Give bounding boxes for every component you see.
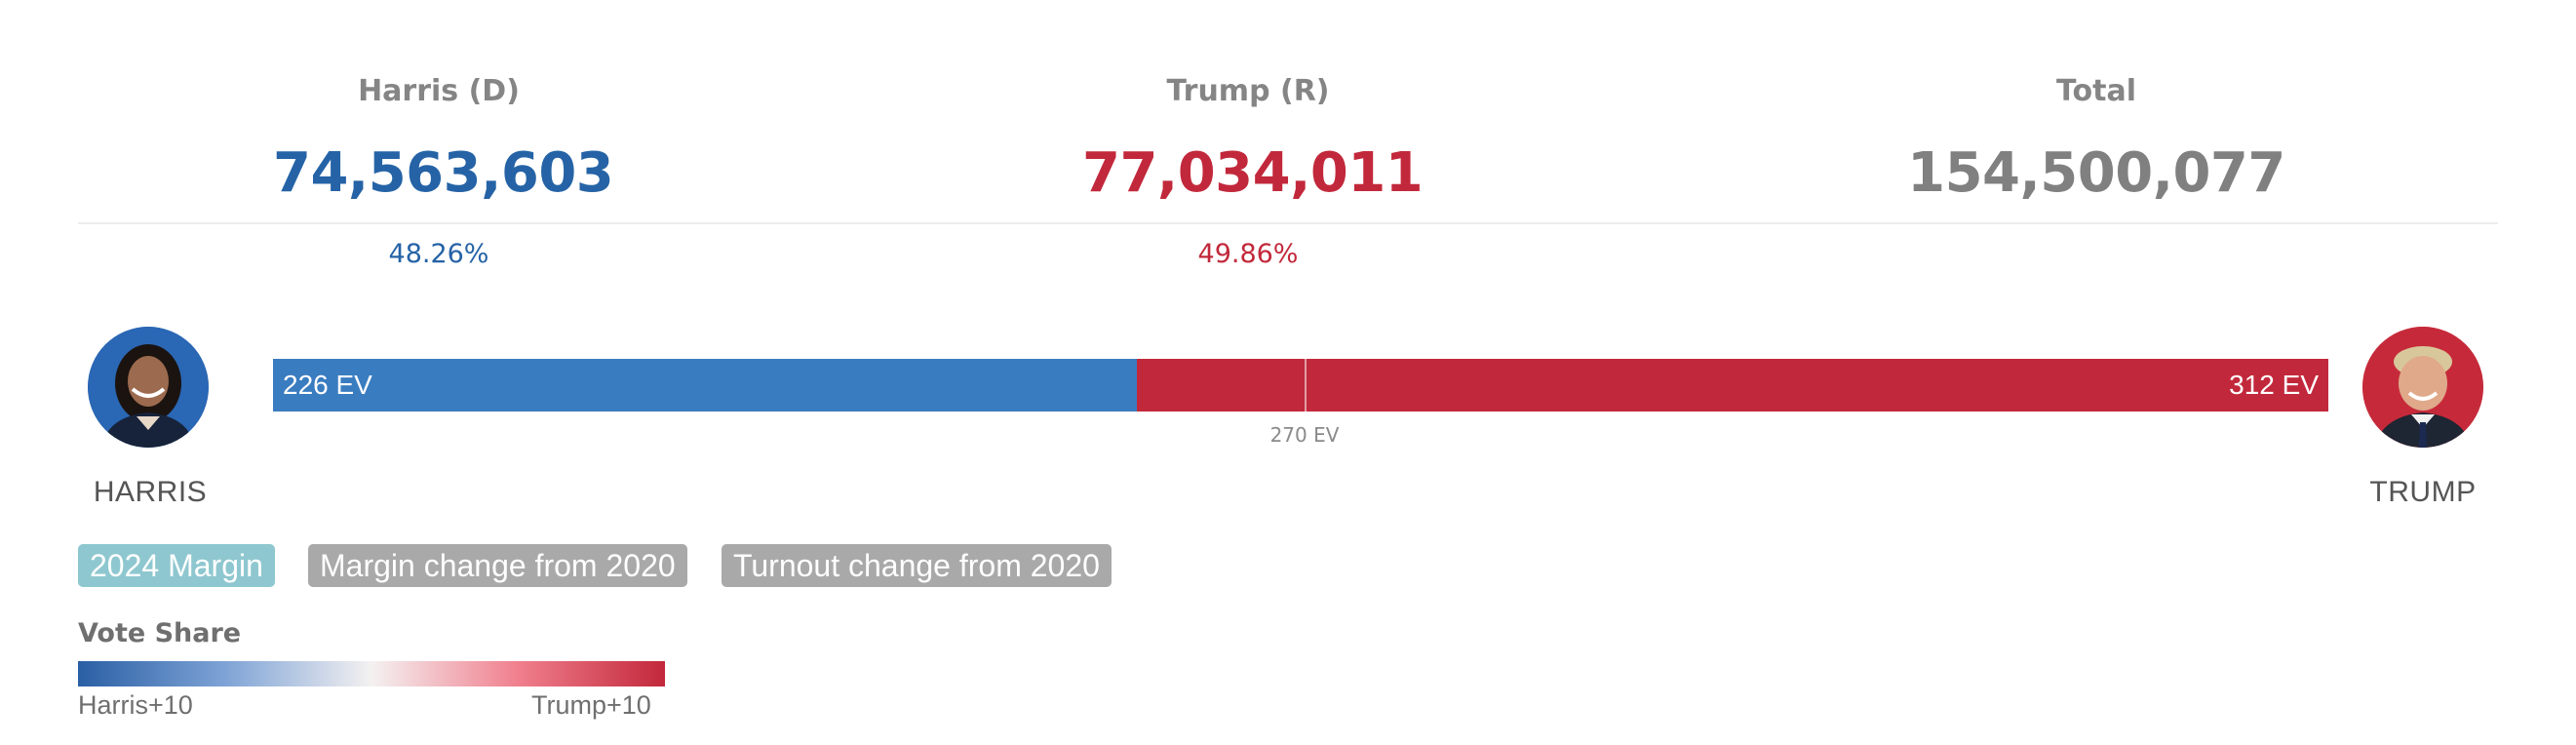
electoral-vote-bar: 226 EV 312 EV	[273, 359, 2328, 412]
threshold-line	[1305, 359, 1307, 412]
trump-name: TRUMP	[2369, 476, 2477, 508]
harris-header: Harris (D)	[358, 74, 520, 108]
trump-percent: 49.86%	[1197, 239, 1299, 269]
harris-name: HARRIS	[93, 476, 208, 508]
total-header: Total	[2056, 74, 2136, 108]
total-summary: Total 154,500,077	[1882, 0, 2311, 293]
trump-summary: Trump (R) 77,034,011 49.86%	[1082, 0, 1424, 293]
trump-ev-label: 312 EV	[2229, 370, 2319, 400]
threshold-label: 270 EV	[1269, 423, 1340, 447]
harris-votes: 74,563,603	[273, 141, 614, 205]
tab-turnout-change[interactable]: Turnout change from 2020	[722, 544, 1112, 587]
harris-ev-label: 226 EV	[283, 370, 372, 400]
tab-2024-margin[interactable]: 2024 Margin	[78, 544, 275, 587]
trump-header: Trump (R)	[1166, 74, 1330, 108]
harris-ev-segment	[273, 359, 1137, 412]
harris-percent: 48.26%	[388, 239, 489, 269]
tab-margin-change[interactable]: Margin change from 2020	[308, 544, 687, 587]
total-votes: 154,500,077	[1907, 141, 2285, 205]
vote-share-gradient	[78, 661, 665, 686]
harris-photo-icon	[88, 327, 209, 448]
harris-summary: Harris (D) 74,563,603 48.26%	[273, 0, 614, 293]
trump-ev-segment	[1137, 359, 2328, 412]
summary-divider	[78, 222, 2498, 224]
legend-title: Vote Share	[78, 618, 242, 648]
trump-photo-icon	[2362, 327, 2483, 448]
legend-right-label: Trump+10	[531, 690, 651, 720]
legend-left-label: Harris+10	[78, 690, 193, 720]
trump-votes: 77,034,011	[1082, 141, 1424, 205]
